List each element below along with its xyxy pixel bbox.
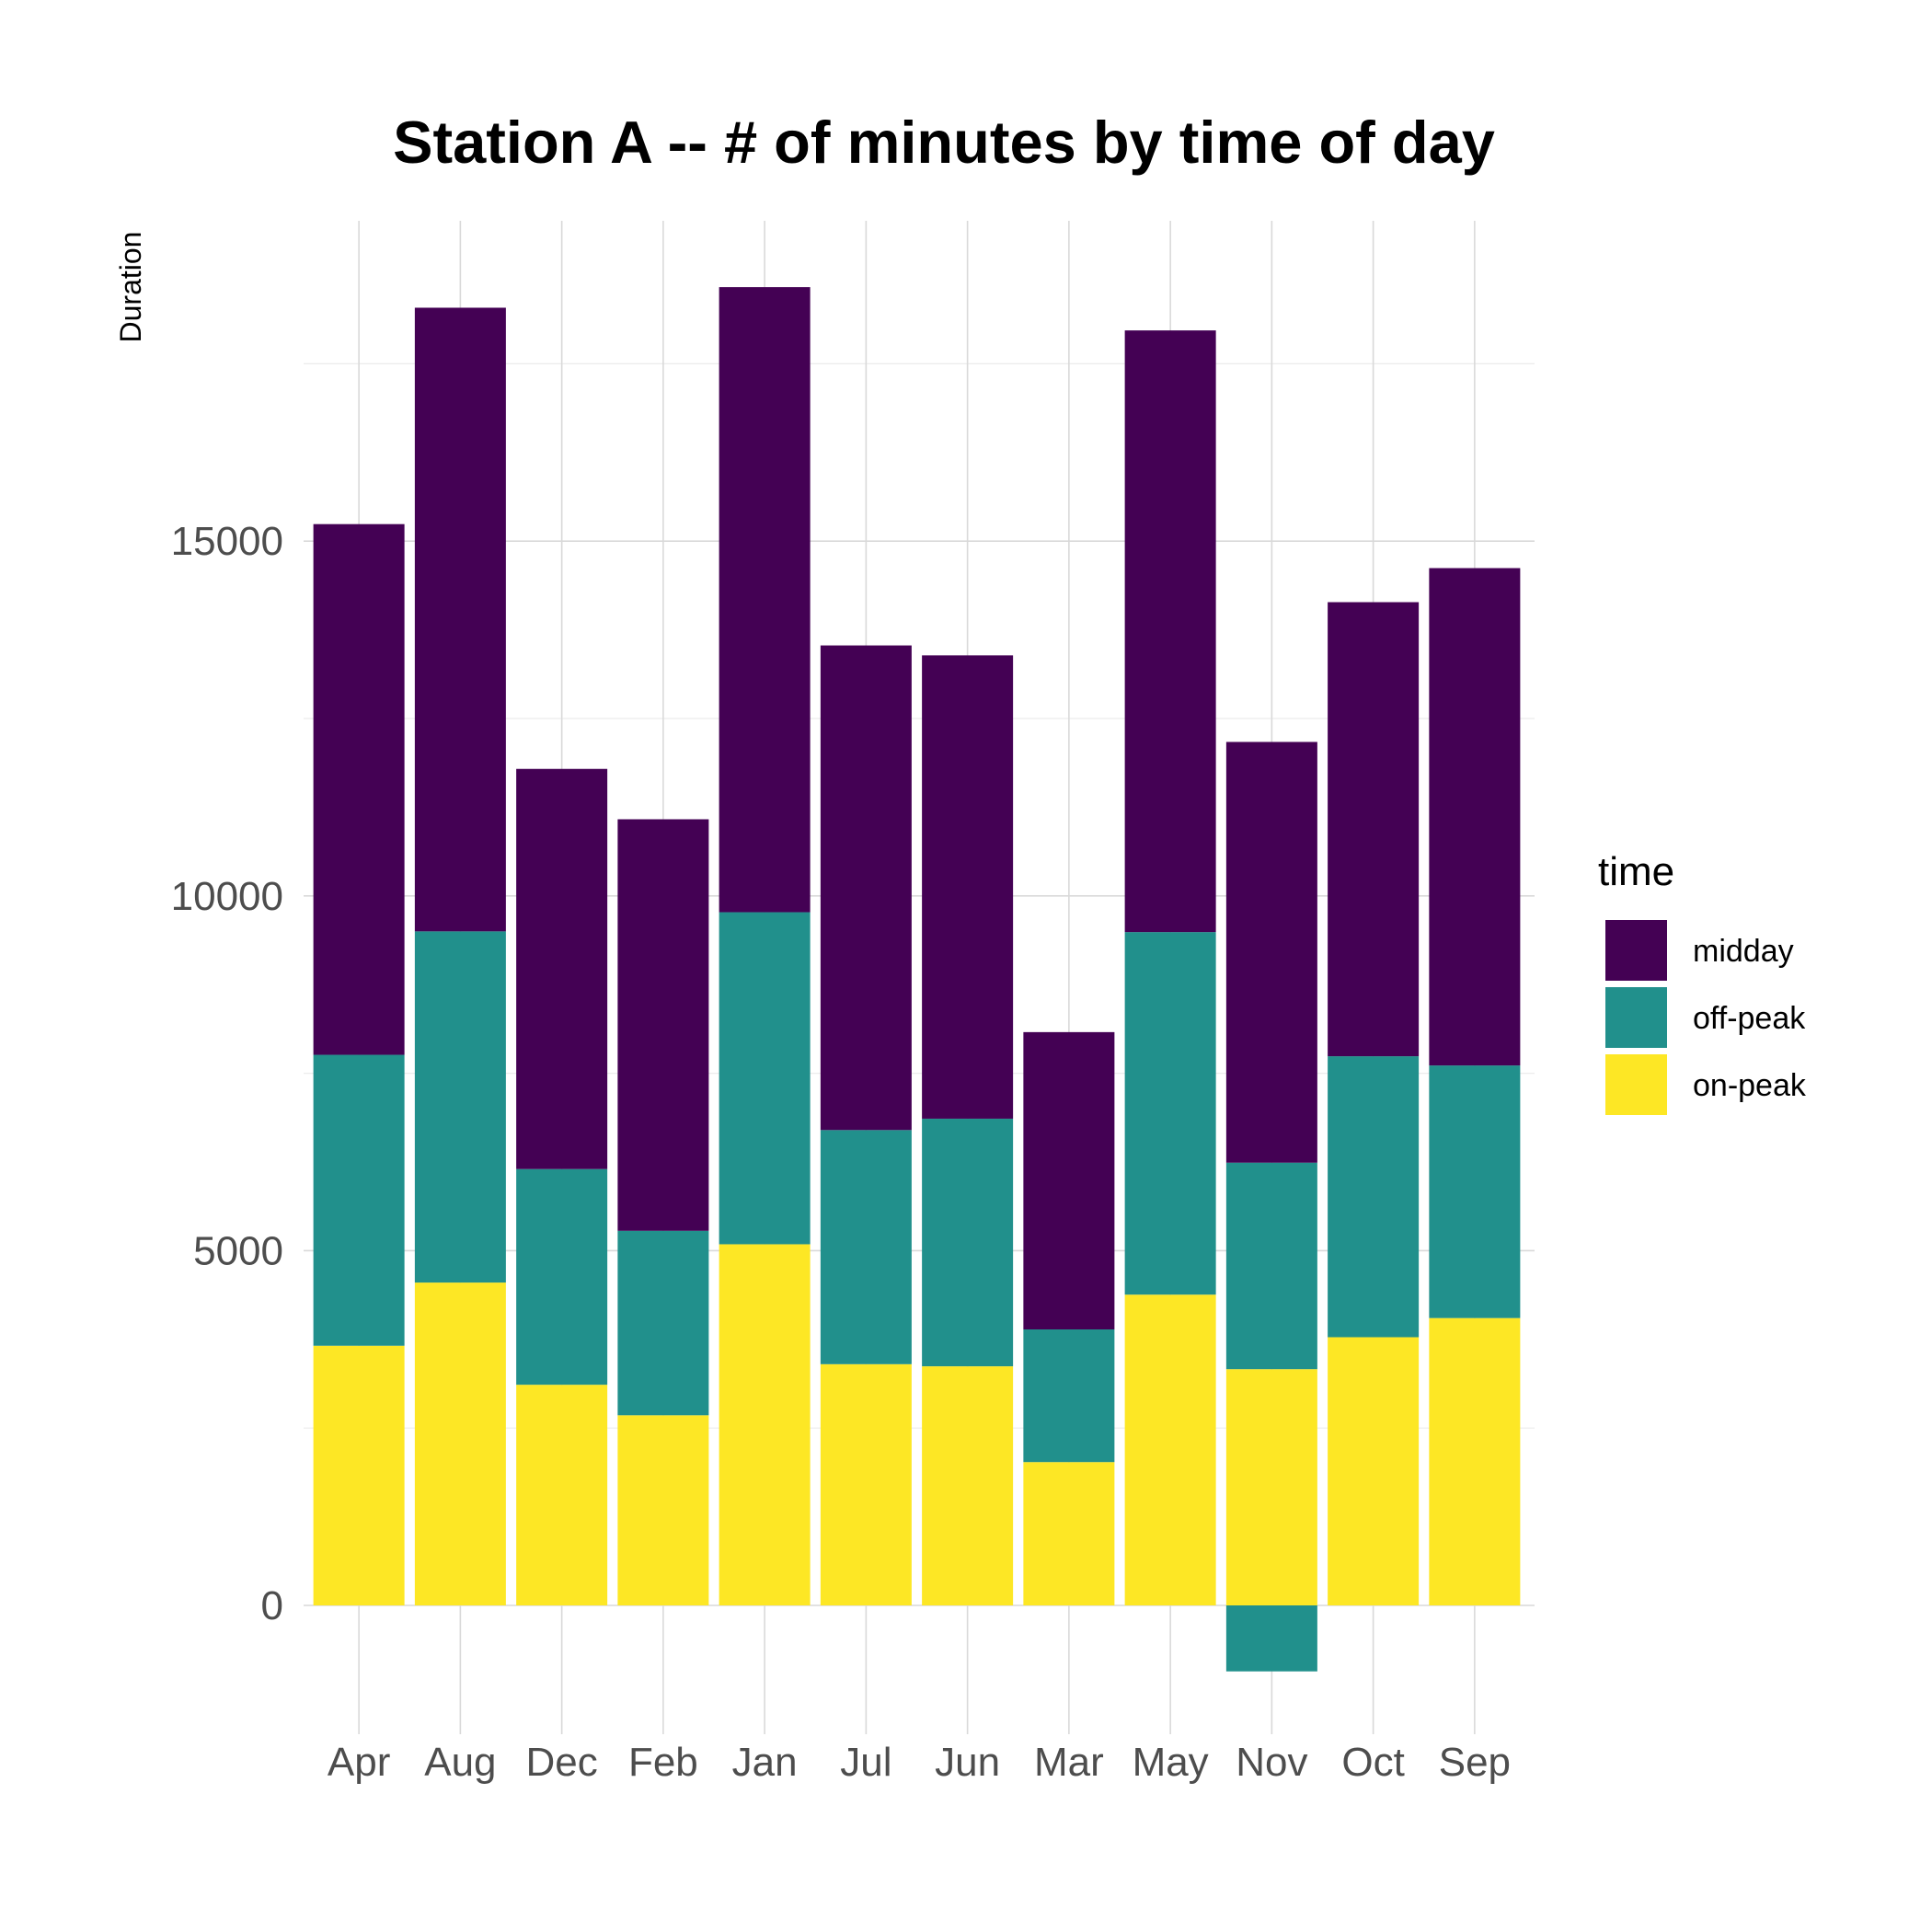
legend-label-midday: midday	[1693, 934, 1794, 969]
bar-midday-oct	[1328, 602, 1420, 1057]
bar-midday-jul	[820, 645, 912, 1131]
bar-on-peak-dec	[516, 1385, 608, 1605]
bar-off-peak-nov	[1225, 1162, 1317, 1370]
bar-off-peak-oct	[1328, 1056, 1420, 1338]
bar-off-peak-jan	[719, 912, 811, 1245]
bar-midday-sep	[1429, 568, 1521, 1066]
bar-on-peak-nov	[1225, 1369, 1317, 1605]
x-tick-label: Jul	[840, 1740, 891, 1785]
bar-off-peak-jun	[922, 1118, 1014, 1367]
bar-on-peak-oct	[1328, 1337, 1420, 1605]
bar-on-peak-jul	[820, 1363, 912, 1605]
chart-title: Station A -- # of minutes by time of day	[393, 109, 1495, 176]
bars	[313, 287, 1521, 1672]
bar-off-peak-apr	[313, 1054, 405, 1346]
bar-off-peak-mar	[1023, 1329, 1115, 1463]
bar-midday-jan	[719, 287, 811, 913]
y-axis-ticks: 0 5000 10000 15000	[171, 519, 283, 1628]
legend-title: time	[1598, 849, 1674, 894]
x-tick-label: Aug	[424, 1740, 496, 1785]
x-tick-label: Jan	[732, 1740, 798, 1785]
bar-midday-nov	[1225, 742, 1317, 1163]
bar-midday-dec	[516, 768, 608, 1169]
x-tick-label: Feb	[628, 1740, 698, 1785]
x-tick-label: Nov	[1236, 1740, 1307, 1785]
x-tick-label: May	[1133, 1740, 1209, 1785]
y-axis-title: Duration	[114, 232, 147, 343]
bar-on-peak-jan	[719, 1244, 811, 1605]
legend-key-off-peak	[1605, 987, 1667, 1048]
y-tick-label: 10000	[171, 874, 283, 919]
x-tick-label: Apr	[328, 1740, 390, 1785]
bar-off-peak-may	[1124, 932, 1216, 1295]
bar-on-peak-mar	[1023, 1462, 1115, 1605]
legend-label-off-peak: off-peak	[1693, 1001, 1806, 1036]
bar-on-peak-apr	[313, 1345, 405, 1605]
bar-off-peak-feb	[617, 1230, 709, 1416]
bar-on-peak-aug	[414, 1282, 506, 1605]
legend-key-midday	[1605, 920, 1667, 981]
bar-on-peak-sep	[1429, 1317, 1521, 1605]
x-tick-label: Mar	[1034, 1740, 1104, 1785]
x-axis-ticks: Apr Aug Dec Feb Jan Jul Jun Mar May Nov Oct Sep	[328, 1740, 1511, 1785]
x-tick-label: Oct	[1341, 1740, 1404, 1785]
x-tick-label: Sep	[1439, 1740, 1511, 1785]
bar-off-peak-sep	[1429, 1065, 1521, 1318]
bar-midday-apr	[313, 523, 405, 1055]
y-tick-label: 5000	[193, 1228, 283, 1273]
bar-midday-jun	[922, 655, 1014, 1119]
bar-on-peak-jun	[922, 1366, 1014, 1605]
legend-label-on-peak: on-peak	[1693, 1068, 1807, 1103]
y-tick-label: 0	[261, 1583, 283, 1628]
bar-on-peak-may	[1124, 1294, 1216, 1605]
bar-off-peak-jul	[820, 1130, 912, 1364]
y-tick-label: 15000	[171, 519, 283, 564]
bar-midday-may	[1124, 330, 1216, 933]
x-tick-label: Jun	[935, 1740, 1000, 1785]
bar-midday-aug	[414, 307, 506, 932]
bar-on-peak-feb	[617, 1415, 709, 1605]
bar-off-peak-negative-nov	[1225, 1605, 1317, 1672]
x-tick-label: Dec	[526, 1740, 598, 1785]
bar-midday-mar	[1023, 1031, 1115, 1330]
bar-midday-feb	[617, 819, 709, 1231]
bar-off-peak-aug	[414, 931, 506, 1283]
bar-off-peak-dec	[516, 1168, 608, 1386]
legend: time midday off-peak on-peak	[1598, 849, 1807, 1115]
legend-key-on-peak	[1605, 1054, 1667, 1115]
